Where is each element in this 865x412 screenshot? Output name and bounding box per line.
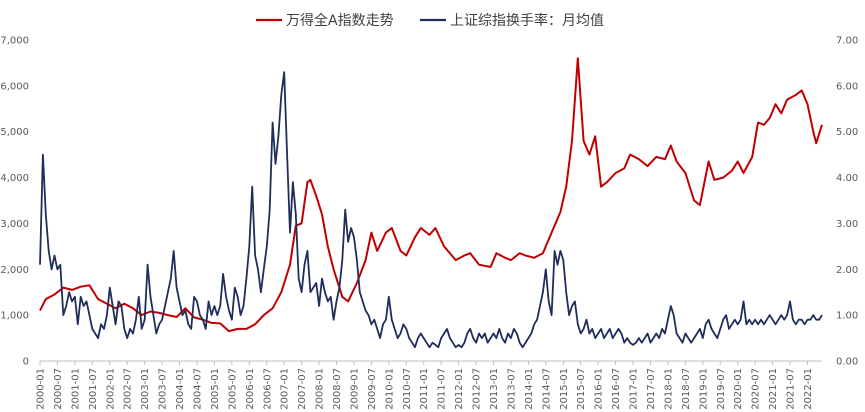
- x-tick-label: 2013-07: [506, 368, 517, 410]
- series-line-index: [39, 57, 823, 333]
- x-tick-label: 2014-01: [524, 368, 535, 410]
- x-tick-label: 2017-01: [629, 368, 640, 410]
- right-tick-label: 6.00: [836, 81, 858, 92]
- x-tick-label: 2020-01: [733, 368, 744, 410]
- x-tick-label: 2008-07: [332, 368, 343, 410]
- x-tick-label: 2015-01: [559, 368, 570, 410]
- x-tick-label: 2017-07: [646, 368, 657, 410]
- x-tick-label: 2019-07: [716, 368, 727, 410]
- x-tick-label: 2004-01: [175, 368, 186, 410]
- x-tick-label: 2008-01: [315, 368, 326, 410]
- right-tick-label: 2.00: [836, 265, 858, 276]
- x-tick-label: 2009-07: [367, 368, 378, 410]
- x-tick-label: 2016-01: [594, 368, 605, 410]
- right-tick-label: 3.00: [836, 219, 858, 230]
- x-tick-label: 2011-01: [419, 368, 430, 410]
- x-tick-label: 2007-07: [297, 368, 308, 410]
- x-tick-label: 2007-01: [280, 368, 291, 410]
- left-tick-label: 2,000: [0, 265, 29, 276]
- left-tick-label: 4,000: [0, 173, 29, 184]
- left-tick-label: 7,000: [0, 36, 29, 47]
- x-tick-label: 2014-07: [541, 368, 552, 410]
- x-tick-label: 2009-01: [349, 368, 360, 410]
- x-tick-label: 2001-01: [70, 368, 81, 410]
- x-tick-label: 2010-01: [384, 368, 395, 410]
- x-tick-label: 2018-07: [681, 368, 692, 410]
- x-axis-ticks: 2000-01 2000-07 2001-01 2001-07 2002-01 2002-…: [36, 361, 814, 410]
- x-tick-label: 2006-07: [262, 368, 273, 410]
- x-tick-label: 2006-01: [245, 368, 256, 410]
- right-tick-label: 1.00: [836, 311, 858, 322]
- left-tick-label: 3,000: [0, 219, 29, 230]
- left-tick-label: 1,000: [0, 311, 29, 322]
- series-line-turnover: [39, 71, 823, 349]
- legend: 万得全A指数走势 上证综指换手率：月均值: [256, 12, 604, 29]
- right-tick-label: 4.00: [836, 173, 858, 184]
- right-tick-label: 5.00: [836, 127, 858, 138]
- series-layer: [39, 57, 823, 349]
- x-tick-label: 2000-07: [53, 368, 64, 410]
- x-tick-label: 2018-01: [663, 368, 674, 410]
- x-tick-label: 2010-07: [402, 368, 413, 410]
- x-tick-label: 2005-07: [227, 368, 238, 410]
- x-tick-label: 2012-07: [472, 368, 483, 410]
- x-tick-label: 2015-07: [576, 368, 587, 410]
- x-tick-label: 2019-01: [698, 368, 709, 410]
- x-tick-label: 2001-07: [88, 368, 99, 410]
- x-tick-label: 2004-07: [192, 368, 203, 410]
- x-tick-label: 2020-07: [751, 368, 762, 410]
- x-tick-label: 2003-07: [158, 368, 169, 410]
- right-tick-label: 7.00: [836, 36, 858, 47]
- left-axis-ticks: 0 1,000 2,000 3,000 4,000 5,000 6,000 7,000: [0, 36, 29, 368]
- x-tick-label: 2012-01: [454, 368, 465, 410]
- x-tick-label: 2003-01: [140, 368, 151, 410]
- x-tick-label: 2000-01: [36, 368, 47, 410]
- x-tick-label: 2013-01: [489, 368, 500, 410]
- x-tick-label: 2005-01: [210, 368, 221, 410]
- left-tick-label: 0: [23, 357, 29, 368]
- right-tick-label: 0.00: [836, 357, 858, 368]
- x-tick-label: 2022-01: [803, 368, 814, 410]
- x-tick-label: 2002-07: [123, 368, 134, 410]
- left-tick-label: 6,000: [0, 81, 29, 92]
- right-axis-ticks: 0.00 1.00 2.00 3.00 4.00 5.00 6.00 7.00: [836, 36, 858, 368]
- legend-label-turnover: 上证综指换手率：月均值: [450, 12, 604, 29]
- x-tick-label: 2016-07: [611, 368, 622, 410]
- x-tick-label: 2011-07: [437, 368, 448, 410]
- x-tick-label: 2021-07: [786, 368, 797, 410]
- left-tick-label: 5,000: [0, 127, 29, 138]
- x-tick-label: 2021-01: [768, 368, 779, 410]
- x-tick-label: 2002-01: [105, 368, 116, 410]
- legend-label-index: 万得全A指数走势: [286, 12, 394, 29]
